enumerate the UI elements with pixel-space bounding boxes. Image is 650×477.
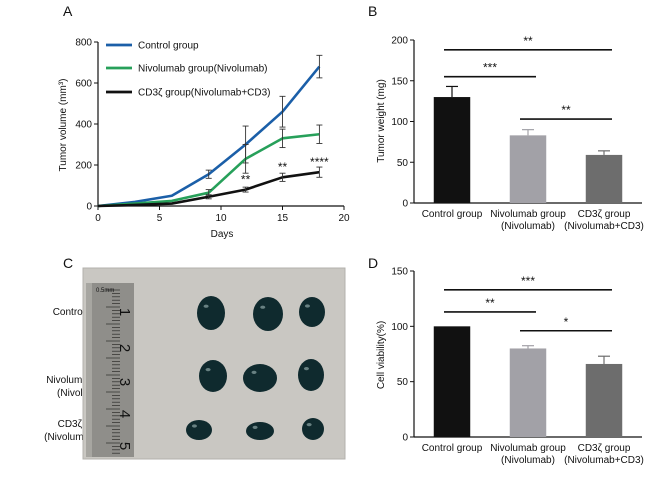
chart-d-ylabel: Cell viability(%) bbox=[376, 321, 387, 389]
chart-a-ytick-label: 200 bbox=[75, 161, 92, 172]
chart-b-ytick-label: 200 bbox=[391, 36, 408, 47]
tumor-specimens bbox=[186, 296, 325, 440]
significance-label: ** bbox=[278, 160, 288, 174]
tumor-weight-bar-chart: 0 50 100 150 200 Control group Nivolumab group… bbox=[391, 34, 644, 232]
chart-b-category-label: (Nivolumab) bbox=[501, 221, 555, 232]
chart-a-ytick-label: 400 bbox=[75, 120, 92, 131]
chart-a-xtick-label: 0 bbox=[95, 213, 101, 224]
chart-a-xtick-label: 5 bbox=[157, 213, 163, 224]
chart-d-bar bbox=[509, 348, 547, 437]
tumor bbox=[299, 297, 325, 327]
steel-ruler bbox=[86, 283, 134, 457]
chart-b-ytick-label: 50 bbox=[397, 158, 409, 169]
chart-b-ylabel: Tumor weight (mg) bbox=[376, 79, 387, 163]
ruler-scale bbox=[106, 289, 120, 454]
cell-viability-bar-chart: 0 50 100 150 Control group Nivolumab group(Ni… bbox=[391, 267, 644, 467]
chart-b-significance-label: *** bbox=[483, 61, 497, 75]
chart-b-bar bbox=[585, 154, 623, 203]
chart-b-category-label: CD3ζ group bbox=[578, 209, 631, 220]
chart-a-xtick-label: 10 bbox=[215, 213, 227, 224]
photo-shadow bbox=[82, 267, 346, 460]
chart-b-category-label: (Nivolumab+CD3) bbox=[564, 221, 644, 232]
chart-b-ytick-label: 150 bbox=[391, 76, 408, 87]
chart-a-ytick-label: 0 bbox=[86, 202, 92, 213]
chart-b-significance-label: ** bbox=[561, 103, 571, 117]
chart-a-ytick-label: 600 bbox=[75, 79, 92, 90]
ruler-number: 1 bbox=[116, 308, 133, 316]
tumor-glare bbox=[306, 423, 312, 427]
tumor-photo-panel: Control group Nivolumab group (Nivolumab… bbox=[44, 267, 346, 460]
chart-a-xlabel: Days bbox=[211, 229, 234, 240]
tumor bbox=[253, 297, 283, 331]
chart-a-ytick-label: 800 bbox=[75, 38, 92, 49]
legend-label: Control group bbox=[138, 41, 199, 52]
tumor bbox=[186, 420, 212, 440]
tumor bbox=[197, 296, 225, 330]
ruler-numbers: 1 2 3 4 5 bbox=[116, 308, 133, 450]
chart-d-significance-label: * bbox=[564, 315, 569, 329]
tumor-glare bbox=[304, 304, 310, 308]
chart-d-category-label: Control group bbox=[422, 443, 483, 454]
panel-letter-a: A bbox=[63, 3, 73, 19]
tumor-glare bbox=[260, 305, 266, 309]
significance-label: ** bbox=[241, 172, 251, 186]
chart-d-ytick-label: 100 bbox=[391, 322, 408, 333]
chart-a-xtick-label: 15 bbox=[277, 213, 289, 224]
chart-d-category-label: (Nivolumab+CD3) bbox=[564, 455, 644, 466]
chart-a-ylabel: Tumor volume (mm³) bbox=[58, 79, 69, 172]
ruler-top-text: 0.5mm bbox=[96, 288, 114, 294]
chart-d-significance-label: *** bbox=[521, 274, 535, 288]
tumor bbox=[302, 418, 324, 440]
chart-d-ytick-label: 0 bbox=[402, 433, 408, 444]
chart-b-ytick-label: 0 bbox=[402, 199, 408, 210]
tumor-glare bbox=[203, 304, 209, 308]
tumor bbox=[298, 359, 324, 391]
tumor bbox=[246, 422, 274, 440]
chart-b-bar bbox=[433, 97, 471, 203]
chart-b-category-label: Control group bbox=[422, 209, 483, 220]
tumor bbox=[199, 360, 227, 392]
legend-label: CD3ζ group(Nivolumab+CD3) bbox=[138, 88, 271, 99]
tumor-glare bbox=[303, 367, 309, 371]
chart-d-category-label: CD3ζ group bbox=[578, 443, 631, 454]
chart-a-xtick-label: 20 bbox=[338, 213, 350, 224]
chart-d-ytick-label: 150 bbox=[391, 267, 408, 278]
tumor bbox=[243, 364, 277, 392]
ruler-number: 5 bbox=[116, 442, 133, 450]
tumor-glare bbox=[252, 425, 258, 429]
legend-label: Nivolumab group(Nivolumab) bbox=[138, 64, 268, 75]
panel-letter-d: D bbox=[368, 255, 378, 271]
ruler-number: 4 bbox=[116, 410, 133, 418]
chart-b-ytick-label: 100 bbox=[391, 117, 408, 128]
chart-d-significance-label: ** bbox=[485, 296, 495, 310]
ruler-highlight bbox=[86, 283, 92, 457]
tumor-glare bbox=[191, 424, 197, 428]
chart-d-category-label: (Nivolumab) bbox=[501, 455, 555, 466]
tumor-glare bbox=[205, 368, 211, 372]
chart-b-significance-label: ** bbox=[523, 34, 533, 48]
chart-d-bar bbox=[433, 326, 471, 437]
chart-d-category-label: Nivolumab group bbox=[490, 443, 566, 454]
chart-d-bar bbox=[585, 363, 623, 437]
chart-b-category-label: Nivolumab group bbox=[490, 209, 566, 220]
tumor-glare bbox=[251, 370, 257, 374]
significance-label: **** bbox=[310, 155, 329, 169]
panel-letter-c: C bbox=[63, 255, 73, 271]
ruler-number: 2 bbox=[116, 344, 133, 352]
ruler-number: 3 bbox=[116, 378, 133, 386]
chart-d-ytick-label: 50 bbox=[397, 377, 409, 388]
chart-b-bar bbox=[509, 135, 547, 203]
panel-letter-b: B bbox=[368, 3, 377, 19]
